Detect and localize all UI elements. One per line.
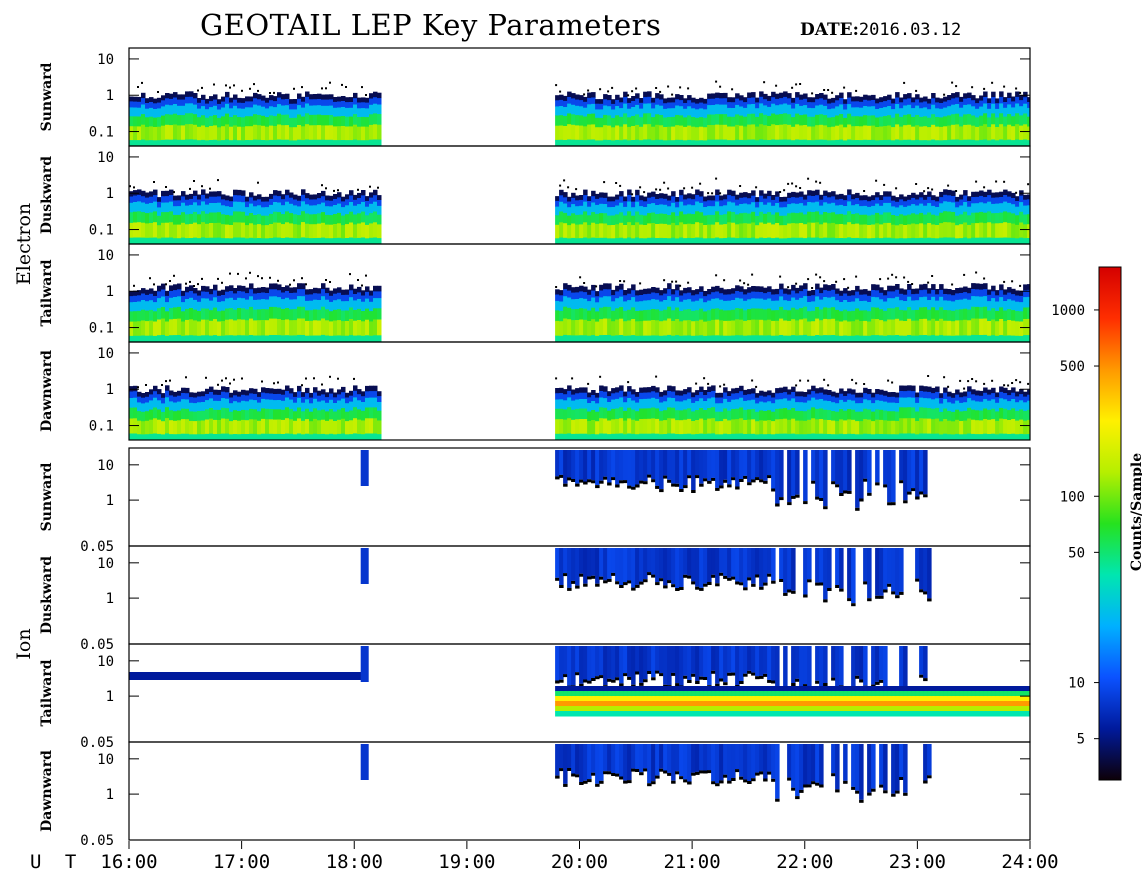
y-tick-label: 10: [97, 556, 114, 572]
time-axis-label: U T: [30, 851, 82, 873]
panel-electron-duskward: [129, 177, 1030, 245]
x-tick-label: 22:00: [776, 851, 833, 873]
panel-electron-dawnward: [129, 375, 1030, 441]
y-tick-label: 10: [97, 248, 114, 264]
x-tick-label: 20:00: [551, 851, 608, 873]
group-label: Electron: [13, 203, 35, 285]
y-tick-label: 0.05: [80, 833, 114, 849]
y-tick-label: 1: [106, 689, 114, 705]
x-tick-label: 24:00: [1001, 851, 1058, 873]
x-tick-label: 23:00: [889, 851, 946, 873]
x-tick-label: 18:00: [326, 851, 383, 873]
y-tick-label: 0.05: [80, 539, 114, 555]
spectrogram-panels: [129, 80, 1030, 803]
panel-label: Dawnward: [39, 350, 55, 432]
x-tick-label: 17:00: [213, 851, 270, 873]
y-tick-label: 1: [106, 186, 114, 202]
panel-ion-duskward: [360, 548, 932, 607]
y-tick-label: 10: [97, 752, 114, 768]
date-value: 2016.03.12: [858, 20, 962, 40]
date-readout: DATE:2016.03.12: [800, 20, 961, 40]
panel-label: Dawnward: [39, 750, 55, 832]
x-tick-label: 19:00: [438, 851, 495, 873]
y-tick-label: 0.05: [80, 637, 114, 653]
x-tick-label: 21:00: [663, 851, 720, 873]
y-tick-label: 0.05: [80, 735, 114, 751]
panel-label: Sunward: [39, 462, 55, 531]
panel-ion-dawnward: [360, 744, 932, 803]
colorbar-tick-label: 5: [1077, 732, 1085, 748]
y-tick-label: 0.1: [89, 419, 114, 435]
y-tick-label: 1: [106, 382, 114, 398]
panel-frame: [128, 741, 1031, 841]
y-tick-label: 0.1: [89, 321, 114, 337]
y-tick-label: 10: [97, 150, 114, 166]
panel-ion-sunward: [360, 450, 928, 511]
panel-axes: Sunward 10 1 0.1 Duskward 10 1 0.1 Tailward 10 1 0.…: [13, 47, 1031, 849]
colorbar-label: Counts/Sample: [1129, 453, 1142, 571]
y-tick-label: 1: [106, 591, 114, 607]
x-tick-label: 16:00: [100, 851, 157, 873]
date-label: DATE:: [800, 20, 859, 40]
y-tick-label: 10: [97, 654, 114, 670]
time-axis: U T 16:00 17:00 18:00 19:00 20:00 21:00 22:00 2…: [30, 841, 1059, 873]
panel-frame: [128, 341, 1031, 441]
panel-label: Duskward: [39, 156, 55, 234]
panel-label: Tailward: [39, 659, 55, 726]
panel-label: Tailward: [39, 259, 55, 326]
y-tick-label: 0.1: [89, 125, 114, 141]
y-tick-label: 10: [97, 346, 114, 362]
colorbar-gradient: [1098, 266, 1122, 781]
colorbar-tick-label: 1000: [1051, 303, 1085, 319]
group-label: Ion: [13, 628, 35, 659]
colorbar-tick-label: 50: [1068, 545, 1085, 561]
colorbar-tick-label: 100: [1060, 489, 1085, 505]
colorbar-tick-label: 10: [1068, 676, 1085, 692]
y-tick-label: 1: [106, 493, 114, 509]
plot-title: GEOTAIL LEP Key Parameters: [200, 8, 662, 42]
panel-electron-tailward: [129, 271, 1030, 343]
panel-label: Duskward: [39, 556, 55, 634]
y-tick-label: 10: [97, 458, 114, 474]
colorbar-tick-label: 500: [1060, 359, 1085, 375]
y-tick-label: 1: [106, 284, 114, 300]
y-tick-label: 0.1: [89, 223, 114, 239]
y-tick-label: 1: [106, 787, 114, 803]
y-tick-label: 1: [106, 88, 114, 104]
colorbar: 1000 500 100 50 10 5 Counts/Sample: [1051, 266, 1142, 781]
panel-label: Sunward: [39, 62, 55, 131]
y-tick-label: 10: [97, 52, 114, 68]
panel-electron-sunward: [129, 80, 1030, 147]
panel-ion-tailward: [129, 646, 1030, 717]
